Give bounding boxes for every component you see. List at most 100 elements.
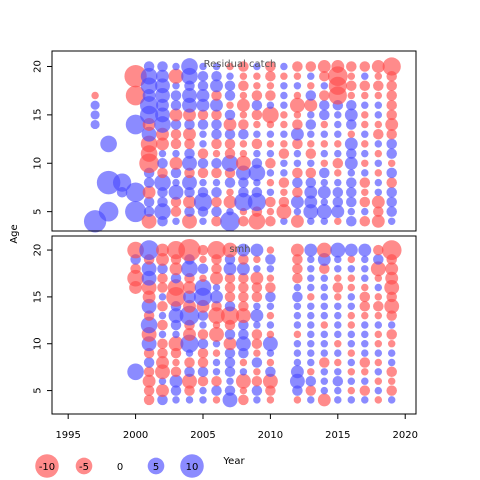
bubble: [170, 119, 182, 130]
bubble: [278, 148, 290, 159]
x-axis: 1995 2000 2005 2010 2015 2020: [55, 413, 418, 441]
bubble: [334, 120, 342, 129]
bubble: [154, 174, 171, 191]
bubble: [127, 241, 144, 259]
bubble: [238, 119, 249, 130]
bubble: [347, 386, 356, 395]
bubble: [387, 377, 396, 385]
bubble: [172, 358, 180, 367]
bubble: [293, 330, 302, 339]
bubble: [224, 109, 236, 121]
bubble: [182, 175, 197, 191]
bubble: [320, 120, 329, 129]
bubble: [226, 207, 234, 216]
bubble: [316, 242, 332, 258]
bubble: [374, 140, 383, 148]
bubble: [158, 330, 167, 339]
bubble: [374, 293, 383, 301]
bubble: [320, 321, 329, 329]
bubble: [320, 339, 329, 348]
bubble: [320, 140, 329, 148]
legend: -10 -5 0 5 10: [35, 454, 204, 478]
y-tick-label: 15: [33, 291, 44, 304]
bubble: [168, 184, 184, 200]
bubble: [289, 373, 305, 389]
bubble: [168, 68, 184, 84]
bubble: [170, 167, 182, 179]
bubble: [199, 396, 207, 404]
bubble: [361, 149, 369, 158]
bubble: [235, 336, 251, 352]
bubble: [347, 207, 356, 216]
bubble: [224, 128, 236, 140]
bubble: [374, 377, 383, 385]
bubble: [280, 140, 288, 148]
bubble: [212, 178, 221, 187]
bubble: [334, 169, 342, 177]
bubble: [307, 368, 315, 376]
bubble: [346, 119, 357, 130]
bubble: [183, 127, 196, 141]
bubble: [265, 291, 276, 303]
bubble: [346, 216, 357, 227]
bubble: [223, 118, 237, 131]
bubble: [170, 128, 182, 140]
bubble: [199, 130, 207, 138]
bubble: [112, 173, 132, 192]
bubble: [334, 311, 342, 320]
bubble: [143, 366, 155, 378]
bubble: [170, 272, 182, 284]
bubble: [184, 148, 195, 159]
bubble: [374, 111, 383, 119]
bubble: [143, 385, 155, 396]
bubble: [197, 158, 209, 169]
bubble: [266, 246, 275, 254]
bubble: [347, 358, 356, 367]
bubble: [265, 158, 276, 169]
bubble: [361, 396, 369, 404]
bubble: [168, 336, 184, 352]
bubble: [265, 254, 276, 265]
bubble: [238, 128, 249, 140]
bubble: [211, 206, 222, 217]
bubble: [239, 140, 248, 148]
y-tick-label: 20: [33, 60, 44, 73]
x-tick-label: 2015: [325, 430, 350, 441]
bubble: [293, 321, 302, 329]
bubble: [197, 347, 209, 359]
bubble: [347, 293, 356, 301]
bubble: [332, 158, 344, 169]
bubble: [280, 91, 288, 100]
bubble: [154, 203, 171, 220]
bubble: [197, 366, 209, 378]
bubble: [361, 130, 369, 138]
bubble: [359, 216, 371, 227]
y-axis-label: Age: [9, 224, 20, 243]
bubble: [210, 98, 223, 112]
bubble: [178, 238, 201, 262]
bubble: [307, 311, 315, 320]
bubble: [361, 91, 369, 100]
bubble: [170, 206, 182, 217]
x-tick-label: 2005: [190, 430, 215, 441]
bubble: [157, 158, 168, 169]
bubble: [374, 72, 383, 80]
x-tick-label: 1995: [55, 430, 80, 441]
bubble: [374, 120, 383, 129]
bubble: [125, 114, 146, 135]
bubble: [139, 96, 159, 115]
bubble: [293, 111, 302, 119]
bubble: [141, 261, 157, 277]
bubble: [179, 305, 200, 326]
bubble: [265, 282, 276, 293]
bubble: [239, 358, 248, 367]
bubble: [334, 293, 342, 301]
bubble: [90, 119, 100, 130]
bubble: [156, 69, 169, 83]
bubble: [374, 386, 383, 395]
bubble: [387, 217, 396, 226]
bubble: [373, 301, 384, 312]
bubble: [196, 89, 210, 102]
bubble: [280, 111, 288, 119]
